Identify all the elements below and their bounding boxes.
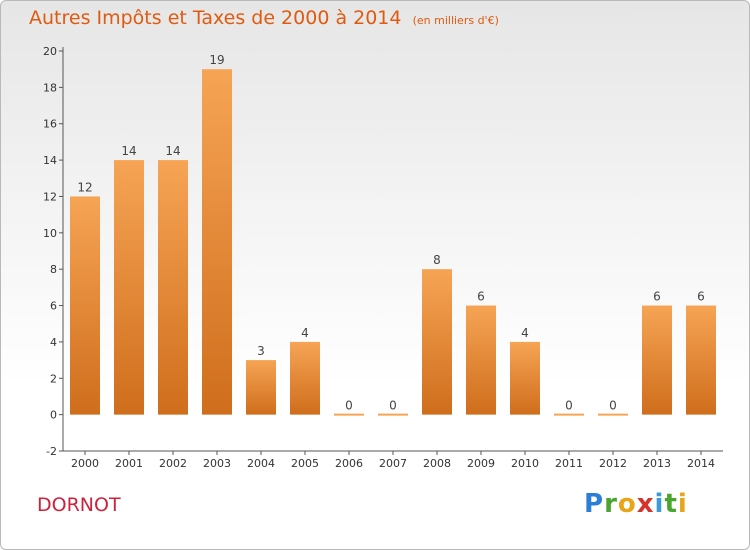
y-tick-label: 4 bbox=[50, 336, 57, 349]
place-name: DORNOT bbox=[37, 494, 121, 516]
data-label: 6 bbox=[653, 290, 661, 304]
y-tick-label: -2 bbox=[46, 445, 57, 458]
logo-letter: o bbox=[617, 489, 637, 519]
bar bbox=[510, 341, 540, 415]
bar bbox=[422, 269, 452, 415]
y-tick-label: 20 bbox=[43, 45, 57, 58]
proxiti-logo[interactable]: Proxiti bbox=[584, 489, 688, 519]
bar bbox=[246, 360, 276, 415]
data-label: 0 bbox=[345, 399, 353, 413]
data-label: 0 bbox=[609, 399, 617, 413]
bar bbox=[202, 69, 232, 415]
x-tick-label: 2005 bbox=[291, 457, 319, 470]
y-tick-label: 10 bbox=[43, 227, 57, 240]
data-label: 0 bbox=[389, 399, 397, 413]
data-label: 3 bbox=[257, 344, 265, 358]
y-tick-label: 16 bbox=[43, 118, 57, 131]
bar bbox=[158, 160, 188, 415]
data-label: 6 bbox=[477, 290, 485, 304]
y-tick-label: 0 bbox=[50, 409, 57, 422]
bar bbox=[642, 305, 672, 415]
bar bbox=[686, 305, 716, 415]
logo-letter: P bbox=[584, 489, 605, 519]
x-tick-label: 2011 bbox=[555, 457, 583, 470]
data-label: 14 bbox=[121, 144, 136, 158]
x-tick-label: 2013 bbox=[643, 457, 671, 470]
y-tick-label: 8 bbox=[50, 263, 57, 276]
x-tick-label: 2000 bbox=[71, 457, 99, 470]
chart-title: Autres Impôts et Taxes de 2000 à 2014 (e… bbox=[29, 7, 499, 29]
chart-unit-text: (en milliers d'€) bbox=[412, 14, 499, 27]
x-tick-label: 2001 bbox=[115, 457, 143, 470]
x-tick-label: 2014 bbox=[687, 457, 715, 470]
x-tick-label: 2009 bbox=[467, 457, 495, 470]
x-tick-label: 2006 bbox=[335, 457, 363, 470]
bar bbox=[70, 196, 100, 415]
chart-title-text: Autres Impôts et Taxes de 2000 à 2014 bbox=[29, 7, 402, 29]
data-label: 4 bbox=[521, 326, 529, 340]
x-tick-label: 2002 bbox=[159, 457, 187, 470]
logo-letter: t bbox=[664, 489, 678, 519]
y-tick-label: 12 bbox=[43, 190, 57, 203]
y-tick-label: 2 bbox=[50, 372, 57, 385]
data-label: 12 bbox=[77, 180, 92, 194]
logo-letter: x bbox=[636, 489, 655, 519]
x-tick-label: 2008 bbox=[423, 457, 451, 470]
data-label: 6 bbox=[697, 290, 705, 304]
data-label: 8 bbox=[433, 253, 441, 267]
data-label: 14 bbox=[165, 144, 180, 158]
x-tick-label: 2003 bbox=[203, 457, 231, 470]
y-tick-label: 14 bbox=[43, 154, 57, 167]
data-label: 0 bbox=[565, 399, 573, 413]
y-tick-label: 6 bbox=[50, 300, 57, 313]
x-tick-label: 2004 bbox=[247, 457, 275, 470]
bar bbox=[290, 341, 320, 415]
bar bbox=[114, 160, 144, 415]
logo-letter: r bbox=[604, 489, 618, 519]
x-tick-label: 2010 bbox=[511, 457, 539, 470]
x-tick-label: 2007 bbox=[379, 457, 407, 470]
logo-letter: i bbox=[677, 489, 688, 519]
data-label: 4 bbox=[301, 326, 309, 340]
data-label: 19 bbox=[209, 53, 224, 67]
logo-letter: i bbox=[654, 489, 665, 519]
bar bbox=[466, 305, 496, 415]
y-tick-label: 18 bbox=[43, 81, 57, 94]
x-tick-label: 2012 bbox=[599, 457, 627, 470]
